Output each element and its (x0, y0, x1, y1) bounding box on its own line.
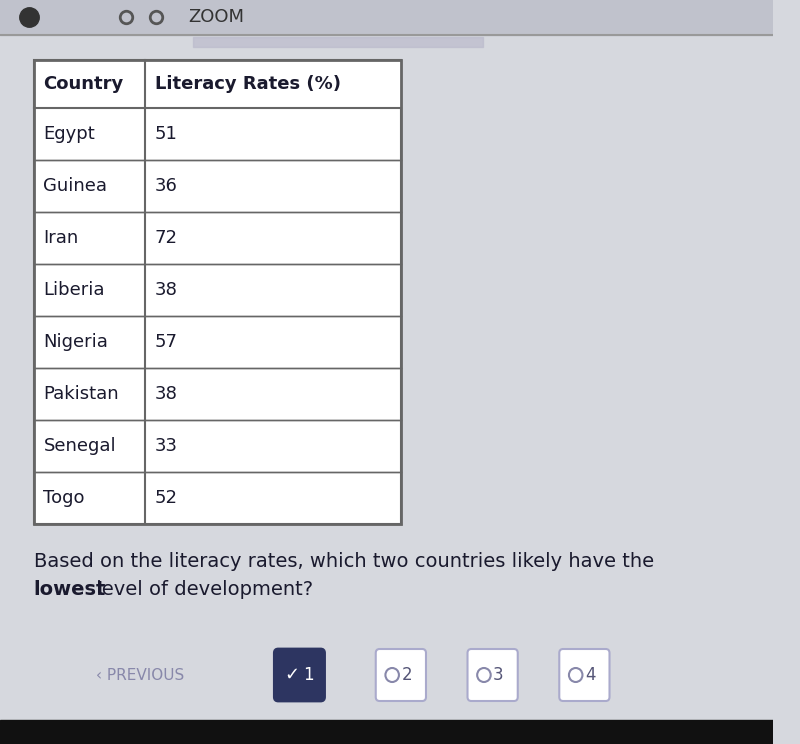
Text: ZOOM: ZOOM (188, 8, 244, 26)
FancyBboxPatch shape (376, 649, 426, 701)
Text: ‹ PREVIOUS: ‹ PREVIOUS (96, 667, 184, 682)
Bar (34, 60, 401, 524)
Text: 51: 51 (154, 125, 178, 143)
Text: Liberia: Liberia (43, 281, 105, 299)
FancyBboxPatch shape (559, 649, 610, 701)
Bar (0, 720, 773, 744)
Text: Nigeria: Nigeria (43, 333, 108, 351)
Text: Country: Country (43, 75, 124, 93)
Text: Togo: Togo (43, 489, 85, 507)
Text: Senegal: Senegal (43, 437, 116, 455)
Text: Based on the literacy rates, which two countries likely have the: Based on the literacy rates, which two c… (34, 552, 654, 571)
Text: Guinea: Guinea (43, 177, 107, 195)
Text: 36: 36 (154, 177, 178, 195)
Bar (193, 37, 483, 47)
Text: 33: 33 (154, 437, 178, 455)
Bar (34, 60, 401, 524)
FancyBboxPatch shape (467, 649, 518, 701)
FancyBboxPatch shape (274, 649, 325, 701)
Text: 4: 4 (585, 666, 595, 684)
Text: lowest: lowest (34, 580, 106, 599)
Text: Egypt: Egypt (43, 125, 95, 143)
Text: Iran: Iran (43, 229, 78, 247)
Text: 38: 38 (154, 385, 178, 403)
Text: Literacy Rates (%): Literacy Rates (%) (154, 75, 341, 93)
Text: 2: 2 (402, 666, 412, 684)
Text: 3: 3 (493, 666, 504, 684)
Text: level of development?: level of development? (90, 580, 313, 599)
Text: 38: 38 (154, 281, 178, 299)
Text: Pakistan: Pakistan (43, 385, 119, 403)
Text: 1: 1 (303, 666, 314, 684)
Text: ✓: ✓ (284, 666, 299, 684)
Bar (0, 0, 773, 35)
Text: 72: 72 (154, 229, 178, 247)
Text: 52: 52 (154, 489, 178, 507)
Text: 57: 57 (154, 333, 178, 351)
Bar (34, 60, 401, 108)
